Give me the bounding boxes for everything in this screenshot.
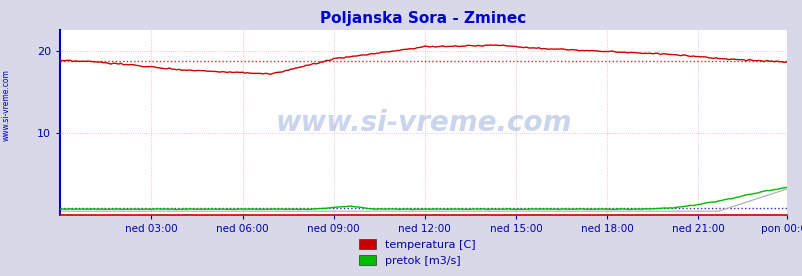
- Title: Poljanska Sora - Zminec: Poljanska Sora - Zminec: [320, 11, 526, 26]
- Text: www.si-vreme.com: www.si-vreme.com: [2, 69, 11, 141]
- Legend: temperatura [C], pretok [m3/s]: temperatura [C], pretok [m3/s]: [354, 234, 480, 270]
- Text: www.si-vreme.com: www.si-vreme.com: [275, 109, 571, 137]
